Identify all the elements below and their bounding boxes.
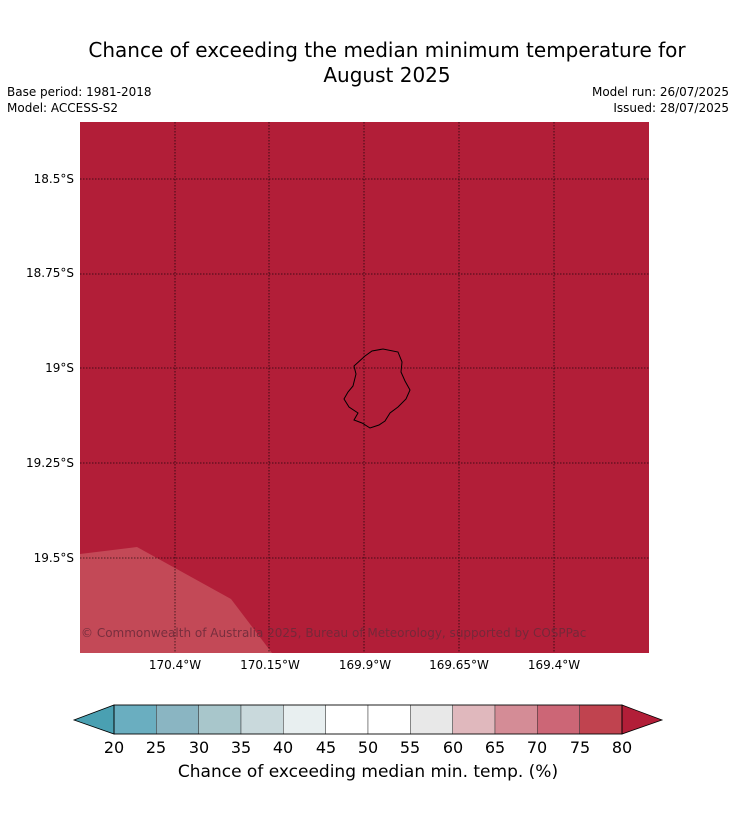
- colorbar-segment: [494, 704, 538, 735]
- colorbar-tick-55: 55: [399, 738, 421, 757]
- colorbar-segment: [240, 704, 284, 735]
- model-run: Model run: 26/07/2025: [591, 85, 729, 99]
- lon-label-169-4: 169.4°W: [527, 658, 581, 672]
- lon-label-170-15: 170.15°W: [240, 658, 300, 672]
- lat-label-19-5: 19.5°S: [33, 551, 74, 565]
- colorbar-tick-80: 80: [611, 738, 633, 757]
- issued-date: Issued: 28/07/2025: [613, 101, 729, 115]
- colorbar-segment: [156, 704, 199, 735]
- lat-label-19-25: 19.25°S: [26, 456, 74, 470]
- lon-label-169-65: 169.65°W: [429, 658, 489, 672]
- colorbar-segment: [325, 704, 369, 735]
- colorbar-segment: [579, 704, 623, 735]
- colorbar-tick-25: 25: [145, 738, 167, 757]
- colorbar-tick-75: 75: [569, 738, 591, 757]
- model-name: Model: ACCESS-S2: [7, 101, 119, 115]
- lat-label-18-75: 18.75°S: [26, 266, 74, 280]
- colorbar-segment: [113, 704, 157, 735]
- colorbar-tick-45: 45: [315, 738, 337, 757]
- colorbar-frame: [113, 704, 623, 735]
- metadata-left: Base period: 1981-2018 Model: ACCESS-S2: [7, 84, 152, 116]
- colorbar-segment: [367, 704, 411, 735]
- colorbar-tick-60: 60: [442, 738, 464, 757]
- metadata-right: Model run: 26/07/2025 Issued: 28/07/2025: [592, 84, 729, 116]
- copyright-notice: © Commonwealth of Australia 2025, Bureau…: [81, 626, 587, 640]
- lower-probability-region: [80, 547, 272, 653]
- title-line-1: Chance of exceeding the median minimum t…: [88, 38, 686, 62]
- colorbar-tick-35: 35: [230, 738, 252, 757]
- colorbar-segment: [283, 704, 326, 735]
- map-title: Chance of exceeding the median minimum t…: [0, 38, 736, 88]
- colorbar-tick-70: 70: [526, 738, 548, 757]
- colorbar-tick-65: 65: [484, 738, 506, 757]
- title-line-2: August 2025: [323, 63, 451, 87]
- colorbar: [72, 704, 664, 735]
- colorbar-high-extend: [621, 704, 664, 735]
- niue-island-outline: [343, 348, 411, 429]
- colorbar-segment: [537, 704, 580, 735]
- lat-label-19: 19°S: [45, 361, 74, 375]
- colorbar-low-extend: [72, 704, 115, 735]
- colorbar-tick-50: 50: [357, 738, 379, 757]
- lon-label-170-4: 170.4°W: [148, 658, 202, 672]
- colorbar-tick-20: 20: [103, 738, 125, 757]
- colorbar-label: Chance of exceeding median min. temp. (%…: [177, 762, 559, 782]
- lat-label-18-5: 18.5°S: [33, 172, 74, 186]
- gridlines: [80, 122, 649, 653]
- colorbar-segment: [452, 704, 496, 735]
- colorbar-segment: [198, 704, 242, 735]
- lon-label-169-9: 169.9°W: [338, 658, 392, 672]
- base-period: Base period: 1981-2018: [7, 85, 152, 99]
- colorbar-segment: [410, 704, 453, 735]
- colorbar-tick-30: 30: [188, 738, 210, 757]
- colorbar-tick-40: 40: [272, 738, 294, 757]
